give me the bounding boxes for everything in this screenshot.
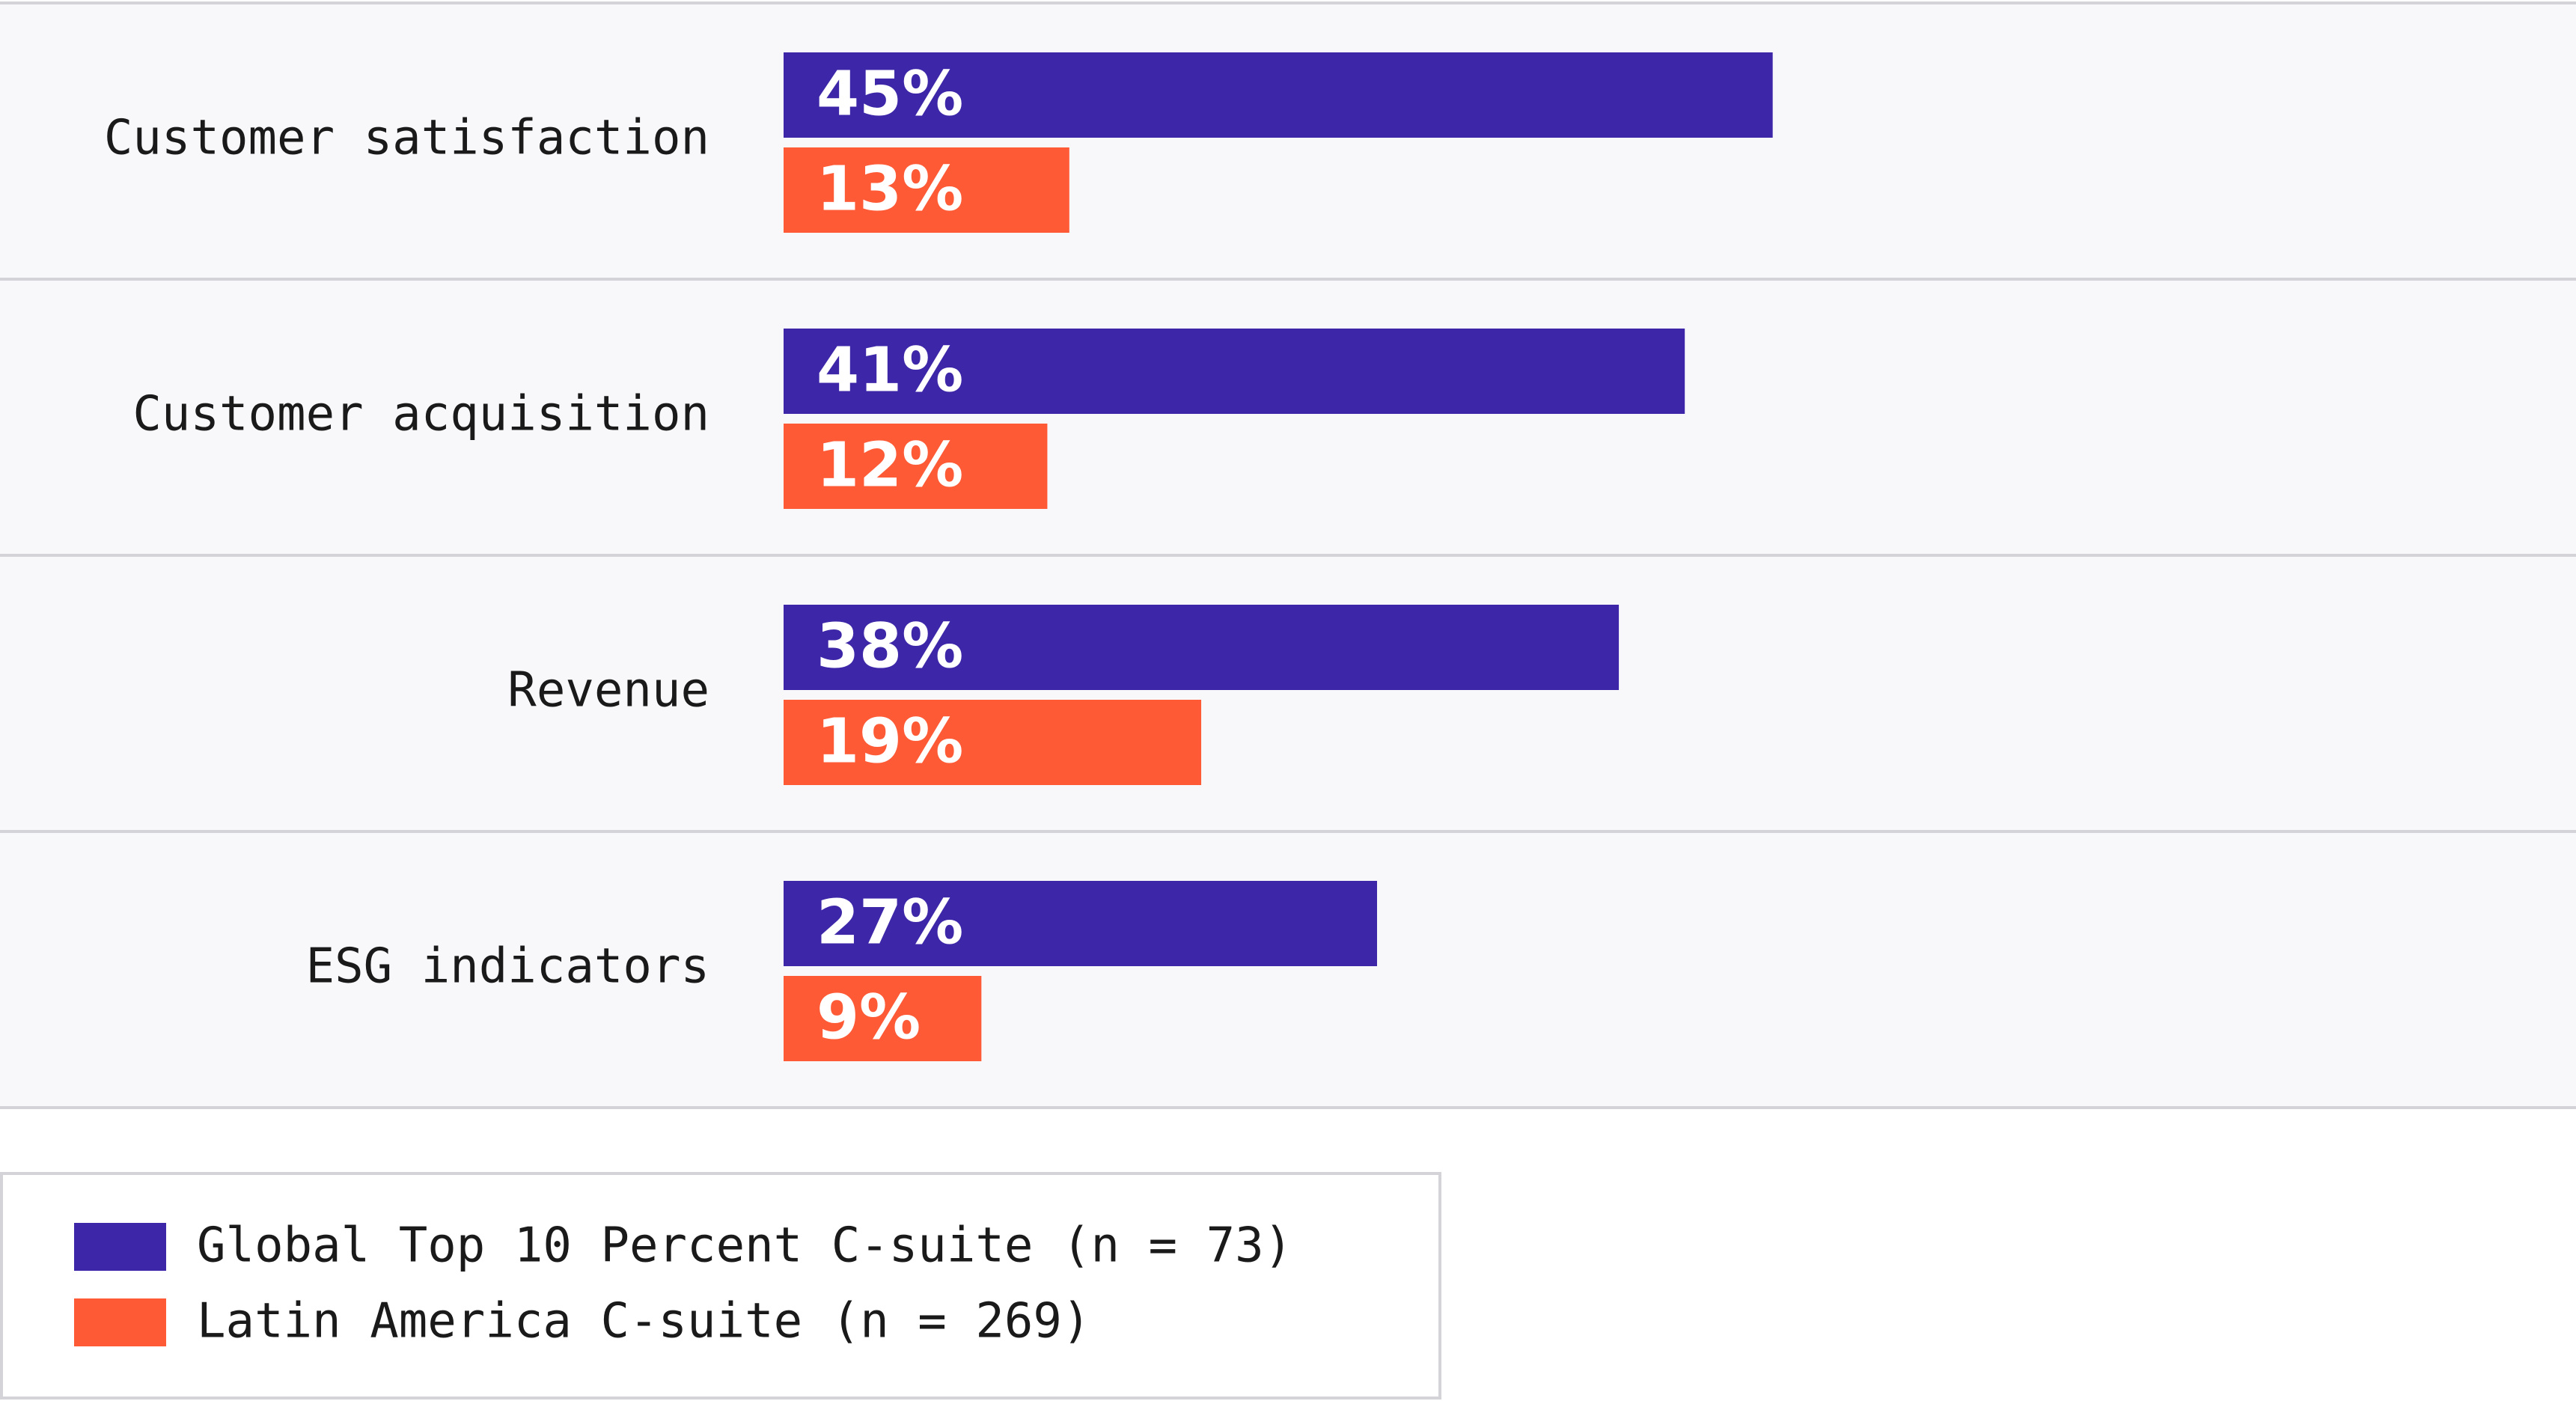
value-label: 45% <box>817 58 963 129</box>
bar <box>784 147 1069 233</box>
value-label: 13% <box>817 153 963 225</box>
bar <box>784 605 1620 690</box>
value-label: 41% <box>817 335 963 406</box>
category-label: Customer acquisition <box>132 387 709 442</box>
row-background <box>0 279 2576 555</box>
legend-swatch <box>74 1223 166 1271</box>
bar <box>784 424 1048 509</box>
value-label: 38% <box>817 611 963 682</box>
legend-label: Global Top 10 Percent C-suite (n = 73) <box>197 1218 1292 1274</box>
bar <box>784 329 1685 414</box>
row-background <box>0 555 2576 831</box>
legend-label: Latin America C-suite (n = 269) <box>197 1294 1090 1349</box>
category-label: Revenue <box>507 663 709 718</box>
row-background <box>0 3 2576 279</box>
value-label: 19% <box>817 706 963 777</box>
legend-swatch <box>74 1298 166 1346</box>
bar <box>784 976 982 1061</box>
bar <box>784 52 1773 138</box>
value-label: 12% <box>817 430 963 501</box>
row-background <box>0 831 2576 1108</box>
category-label: ESG indicators <box>306 939 709 995</box>
value-label: 9% <box>817 982 921 1053</box>
value-label: 27% <box>817 887 963 958</box>
legend-box <box>0 1172 1441 1400</box>
bar <box>784 881 1377 966</box>
category-label: Customer satisfaction <box>104 111 709 166</box>
bar <box>784 700 1202 785</box>
